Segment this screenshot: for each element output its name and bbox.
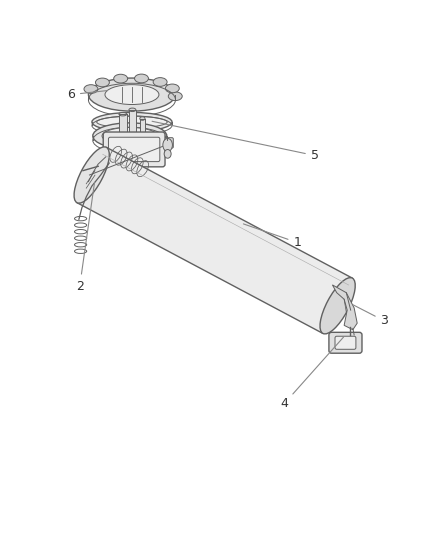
Ellipse shape <box>153 78 167 86</box>
Text: 4: 4 <box>280 337 343 410</box>
Polygon shape <box>332 285 357 330</box>
FancyBboxPatch shape <box>329 332 362 353</box>
Ellipse shape <box>102 127 158 144</box>
Ellipse shape <box>86 166 95 176</box>
Ellipse shape <box>129 108 136 111</box>
Ellipse shape <box>74 147 110 203</box>
Ellipse shape <box>320 278 355 334</box>
FancyBboxPatch shape <box>161 138 173 148</box>
Ellipse shape <box>88 78 176 111</box>
Text: 3: 3 <box>353 305 389 327</box>
Ellipse shape <box>164 150 171 158</box>
Polygon shape <box>77 147 352 334</box>
Bar <box>119 114 127 136</box>
Ellipse shape <box>168 92 182 101</box>
FancyBboxPatch shape <box>335 336 356 349</box>
Text: 2: 2 <box>76 182 95 293</box>
Ellipse shape <box>95 78 110 87</box>
Ellipse shape <box>114 74 127 83</box>
FancyBboxPatch shape <box>109 137 160 161</box>
Bar <box>140 118 145 136</box>
Ellipse shape <box>92 112 172 132</box>
Ellipse shape <box>119 112 127 116</box>
Text: 5: 5 <box>152 122 319 162</box>
Ellipse shape <box>163 139 173 151</box>
Text: 1: 1 <box>244 224 301 249</box>
Ellipse shape <box>93 123 167 149</box>
Ellipse shape <box>97 116 167 128</box>
Bar <box>129 110 136 136</box>
Ellipse shape <box>84 85 98 93</box>
Ellipse shape <box>166 84 179 93</box>
Ellipse shape <box>105 85 159 104</box>
FancyBboxPatch shape <box>103 132 165 167</box>
Text: 6: 6 <box>67 88 107 101</box>
Ellipse shape <box>140 117 145 120</box>
Ellipse shape <box>134 74 148 83</box>
